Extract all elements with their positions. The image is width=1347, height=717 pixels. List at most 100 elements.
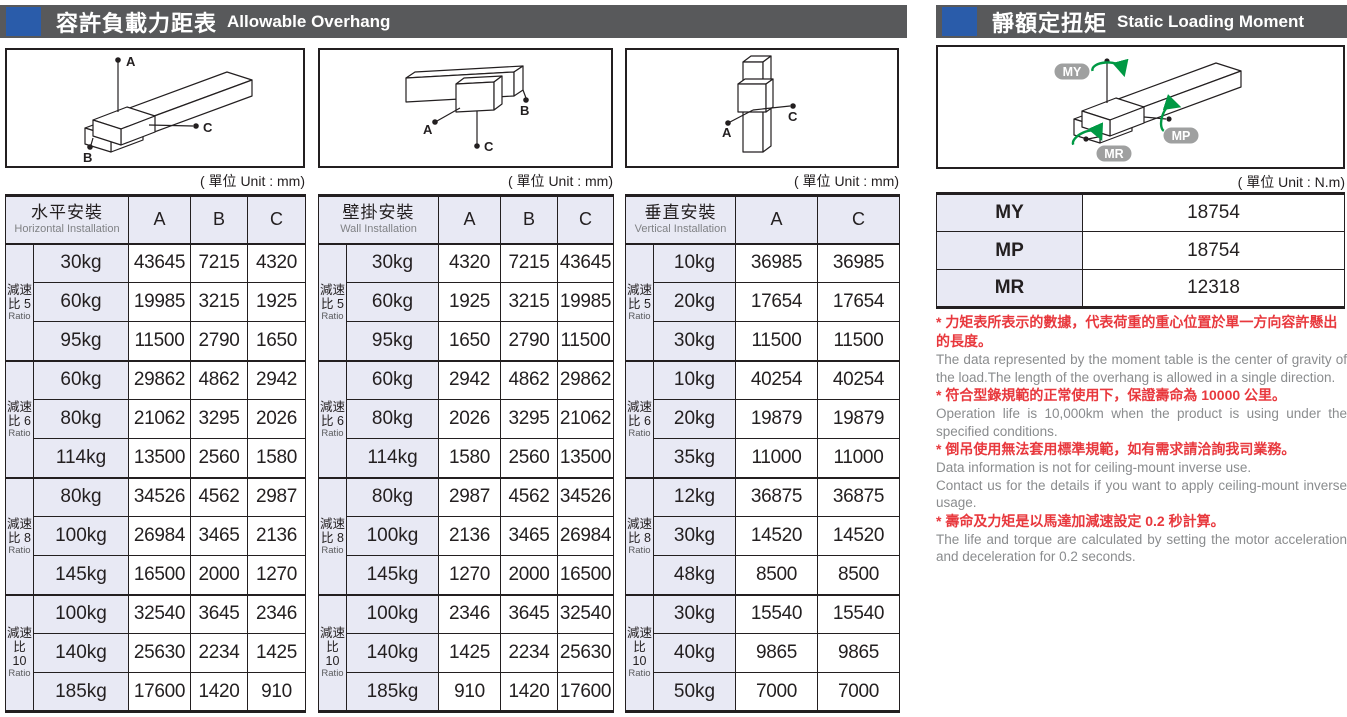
table-row: 60kg 1925 3215 19985 [319, 282, 614, 322]
table-row: 140kg 1425 2234 25630 [319, 633, 614, 673]
ratio-cell: 減速比 10 Ratio [318, 593, 347, 712]
table-row: 減速比 6 Ratio 10kg 40254 40254 [625, 359, 900, 478]
table-row: 減速比 8 Ratio 12kg 36875 36875 [625, 476, 900, 595]
unit-label-mm: ( 單位 Unit : mm) [200, 173, 305, 189]
value-cell: 4562 [500, 476, 558, 517]
value-cell: 29862 [557, 359, 614, 400]
moment-table-wrap: MY 18754 MP 18754 MR 12318 [936, 192, 1345, 309]
ratio-label-zh: 減速 [6, 516, 32, 531]
column-header-a: A [735, 195, 818, 244]
ratio-cell: 減速比 6 Ratio [318, 359, 347, 478]
moment-label-mr: MR [936, 269, 1083, 308]
rail-drawing [737, 55, 774, 153]
value-cell: 32540 [128, 593, 192, 634]
note-zh: * 符合型錄規範的正常使用下，保證壽命為 10000 公里。 [936, 387, 1287, 403]
moment-row: MR 12318 [936, 269, 1345, 308]
ratio-label-zh: 比 8 [321, 530, 344, 545]
value-cell: 17600 [128, 672, 192, 712]
value-cell: 36875 [817, 476, 900, 517]
point-b-label: B [520, 103, 529, 118]
table-header-row: 水平安裝 Horizontal Installation A B C [4, 195, 307, 244]
installation-name-zh: 垂直安裝 [644, 203, 717, 223]
mr-badge-label: MR [1104, 147, 1123, 161]
value-cell: 8500 [735, 555, 818, 595]
column-header-b: B [190, 195, 249, 244]
table-row: 減速比 5 Ratio 10kg 36985 36985 [625, 242, 900, 361]
installation-name-en: Horizontal Installation [14, 223, 120, 236]
value-cell: 21062 [128, 399, 192, 439]
value-cell: 3215 [500, 282, 558, 322]
ratio-label-zh: 比 5 [628, 296, 651, 311]
vertical-installation-diagram-box: A C [625, 48, 899, 168]
rotation-arrows [1071, 58, 1182, 146]
value-cell: 1425 [247, 633, 307, 673]
load-cell: 95kg [346, 321, 439, 361]
value-cell: 910 [247, 672, 307, 712]
load-cell: 35kg [653, 438, 736, 478]
load-cell: 50kg [653, 672, 736, 712]
table-row: 100kg 2136 3465 26984 [319, 516, 614, 556]
value-cell: 16500 [557, 555, 614, 595]
load-cell: 30kg [346, 242, 439, 283]
section-title-zh: 容許負載力距表 [56, 10, 218, 36]
installation-name-zh: 水平安裝 [31, 203, 103, 223]
column-header-b: B [500, 195, 558, 244]
ratio-label-en: Ratio [628, 427, 651, 439]
moment-label-my: MY [936, 193, 1083, 232]
value-cell: 2987 [438, 476, 501, 517]
value-cell: 15540 [735, 593, 818, 634]
mp-badge-label: MP [1172, 129, 1191, 143]
table-row: 30kg 14520 14520 [626, 516, 900, 556]
value-cell: 3645 [500, 593, 558, 634]
value-cell: 3645 [190, 593, 249, 634]
ratio-cell: 減速比 10 Ratio [625, 593, 654, 712]
my-rotation-arrow [1091, 58, 1129, 78]
header-accent-square [6, 7, 41, 36]
table-row: 95kg 1650 2790 11500 [319, 321, 614, 361]
value-cell: 3465 [190, 516, 249, 556]
ratio-label-zh: 減速 [626, 516, 652, 531]
rail-drawing [84, 71, 253, 153]
value-cell: 2560 [500, 438, 558, 478]
table-row: 減速比 6 Ratio 60kg 29862 4862 2942 [5, 359, 307, 478]
value-cell: 2942 [438, 359, 501, 400]
load-cell: 10kg [653, 359, 736, 400]
value-cell: 4862 [190, 359, 249, 400]
value-cell: 1650 [438, 321, 501, 361]
point-c-dot [474, 143, 480, 149]
value-cell: 29862 [128, 359, 192, 400]
wall-installation-table: 壁掛安裝 Wall Installation A B C 減速比 5 Ratio 30kg 43… [318, 194, 614, 713]
table-header-row: 垂直安裝 Vertical Installation A C [625, 195, 900, 244]
ratio-label-zh: 減速 [6, 399, 32, 414]
value-cell: 8500 [817, 555, 900, 595]
value-cell: 36875 [735, 476, 818, 517]
ratio-cell: 減速比 8 Ratio [318, 476, 347, 595]
ratio-label-zh: 比 [633, 640, 646, 655]
table-row: 80kg 21062 3295 2026 [6, 399, 307, 439]
value-cell: 2000 [190, 555, 249, 595]
table-row: 減速比 10 Ratio 100kg 32540 3645 2346 [5, 593, 307, 712]
load-cell: 95kg [32, 321, 130, 361]
moment-diagram: MY MP MR [1053, 58, 1242, 163]
moment-label-mp: MP [936, 231, 1083, 270]
note-zh: * 倒吊使用無法套用標準規範，如有需求請洽詢我司業務。 [936, 441, 1296, 457]
moment-value-mr: 12318 [1082, 269, 1345, 308]
value-cell: 1270 [438, 555, 501, 595]
value-cell: 1580 [247, 438, 307, 478]
table-row: 減速比 10 Ratio 100kg 2346 3645 32540 [318, 593, 614, 712]
value-cell: 43645 [128, 242, 192, 283]
value-cell: 11500 [128, 321, 192, 361]
load-cell: 48kg [653, 555, 736, 595]
value-cell: 2234 [190, 633, 249, 673]
load-cell: 145kg [346, 555, 439, 595]
table-row: 140kg 25630 2234 1425 [6, 633, 307, 673]
note-en: Operation life is 10,000km when the prod… [936, 406, 1347, 439]
mr-rotation-arrow [1071, 122, 1104, 146]
value-cell: 26984 [557, 516, 614, 556]
load-cell: 100kg [32, 593, 130, 634]
table-row: 114kg 13500 2560 1580 [6, 438, 307, 478]
section-title-zh: 靜額定扭矩 [992, 10, 1108, 36]
load-cell: 30kg [653, 593, 736, 634]
point-c-label: C [484, 139, 494, 154]
value-cell: 14520 [735, 516, 818, 556]
